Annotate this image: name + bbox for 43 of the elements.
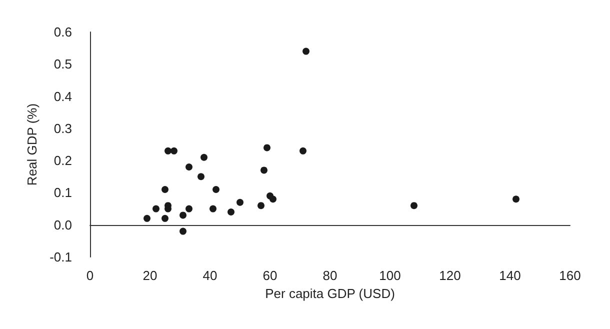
point xyxy=(180,228,186,235)
x-tick-label: 0 xyxy=(86,268,94,283)
point xyxy=(210,205,216,212)
x-tick-label: 160 xyxy=(559,268,581,283)
y-tick-label: 0.0 xyxy=(54,217,72,232)
y-tick-label: 0.5 xyxy=(54,56,72,72)
y-tick-label: -0.1 xyxy=(50,250,72,264)
x-tick-label: 100 xyxy=(379,268,401,283)
point xyxy=(152,205,160,212)
y-tick-label: 0.1 xyxy=(54,185,72,200)
point xyxy=(264,144,270,152)
point xyxy=(186,164,192,170)
point xyxy=(300,147,306,154)
x-tick-label: 40 xyxy=(202,268,218,283)
y-tick-label: 0.6 xyxy=(54,24,72,40)
point xyxy=(260,166,268,174)
point xyxy=(164,147,172,154)
point xyxy=(270,196,276,203)
point xyxy=(410,202,418,210)
x-axis-title: Per capita GDP (USD) xyxy=(265,286,395,301)
x-tick-label: 80 xyxy=(322,268,338,283)
y-tick-label: 0.2 xyxy=(54,153,72,168)
point xyxy=(228,208,234,216)
point xyxy=(236,198,244,206)
x-tick-label: 120 xyxy=(439,268,461,283)
point xyxy=(302,48,310,55)
point xyxy=(180,212,186,219)
point xyxy=(186,205,192,212)
y-tick-label: 0.3 xyxy=(54,120,72,136)
point xyxy=(200,154,208,161)
point xyxy=(212,186,220,193)
point xyxy=(512,196,520,203)
x-tick-label: 20 xyxy=(142,268,158,283)
point xyxy=(170,147,178,154)
point xyxy=(198,173,204,180)
x-tick-label: 60 xyxy=(262,268,278,283)
point xyxy=(144,214,150,222)
point xyxy=(162,186,168,193)
y-axis-title: Real GDP (%) xyxy=(24,103,40,186)
y-tick-label: 0.4 xyxy=(54,88,72,104)
point xyxy=(258,202,264,210)
point xyxy=(162,214,168,222)
x-tick-label: 140 xyxy=(499,268,521,283)
